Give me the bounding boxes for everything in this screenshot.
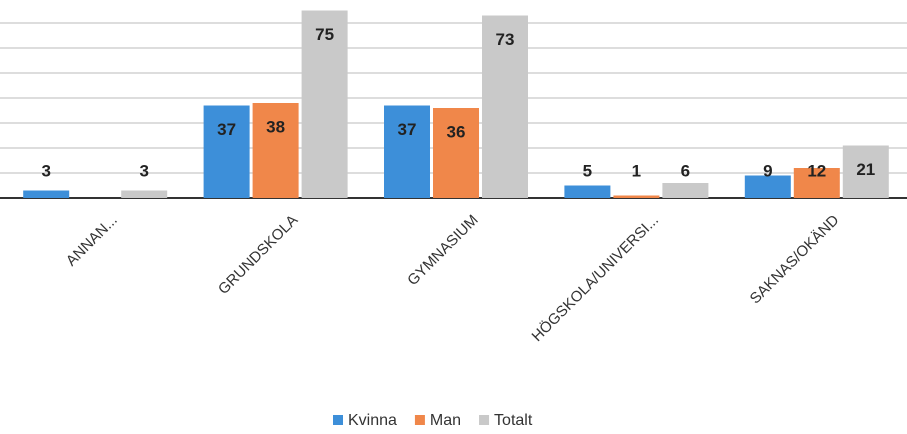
data-label: 75 xyxy=(315,25,334,44)
bar xyxy=(301,10,348,198)
bar xyxy=(662,183,709,198)
bar xyxy=(252,103,299,198)
data-label: 37 xyxy=(398,120,417,139)
legend-label: Totalt xyxy=(494,412,533,429)
bar xyxy=(793,168,840,198)
x-tick-label: GYMNASIUM xyxy=(404,212,481,289)
data-label: 9 xyxy=(763,161,772,180)
bar xyxy=(203,105,250,198)
bar xyxy=(433,108,479,198)
data-label: 73 xyxy=(496,30,515,49)
data-label: 5 xyxy=(583,161,592,180)
legend-label: Man xyxy=(430,412,461,429)
data-label: 37 xyxy=(217,120,236,139)
bar xyxy=(121,190,168,198)
data-label: 6 xyxy=(681,161,690,180)
legend-swatch xyxy=(479,415,490,425)
data-label: 12 xyxy=(807,161,826,180)
data-label: 1 xyxy=(632,161,641,180)
legend-swatch xyxy=(414,415,425,425)
data-label: 36 xyxy=(447,122,466,141)
data-label: 21 xyxy=(856,160,875,179)
bar xyxy=(482,15,528,198)
legend-label: Kvinna xyxy=(348,412,397,429)
x-tick-label: GRUNDSKOLA xyxy=(215,212,301,298)
bar xyxy=(564,185,611,198)
data-label: 38 xyxy=(266,117,285,136)
bar xyxy=(23,190,70,198)
bar xyxy=(384,105,430,198)
bar xyxy=(613,195,660,198)
data-label: 3 xyxy=(41,161,50,180)
x-tick-label: HÖGSKOLA/UNIVERSI... xyxy=(528,211,662,345)
data-label: 3 xyxy=(139,161,148,180)
bar xyxy=(842,145,889,198)
legend-swatch xyxy=(333,415,343,425)
x-tick-label: ANNAN... xyxy=(63,212,121,270)
x-tick-label: SAKNAS/OKÄND xyxy=(747,212,843,308)
bar xyxy=(744,175,791,198)
legend: Kvinna Man Totalt xyxy=(333,412,533,429)
